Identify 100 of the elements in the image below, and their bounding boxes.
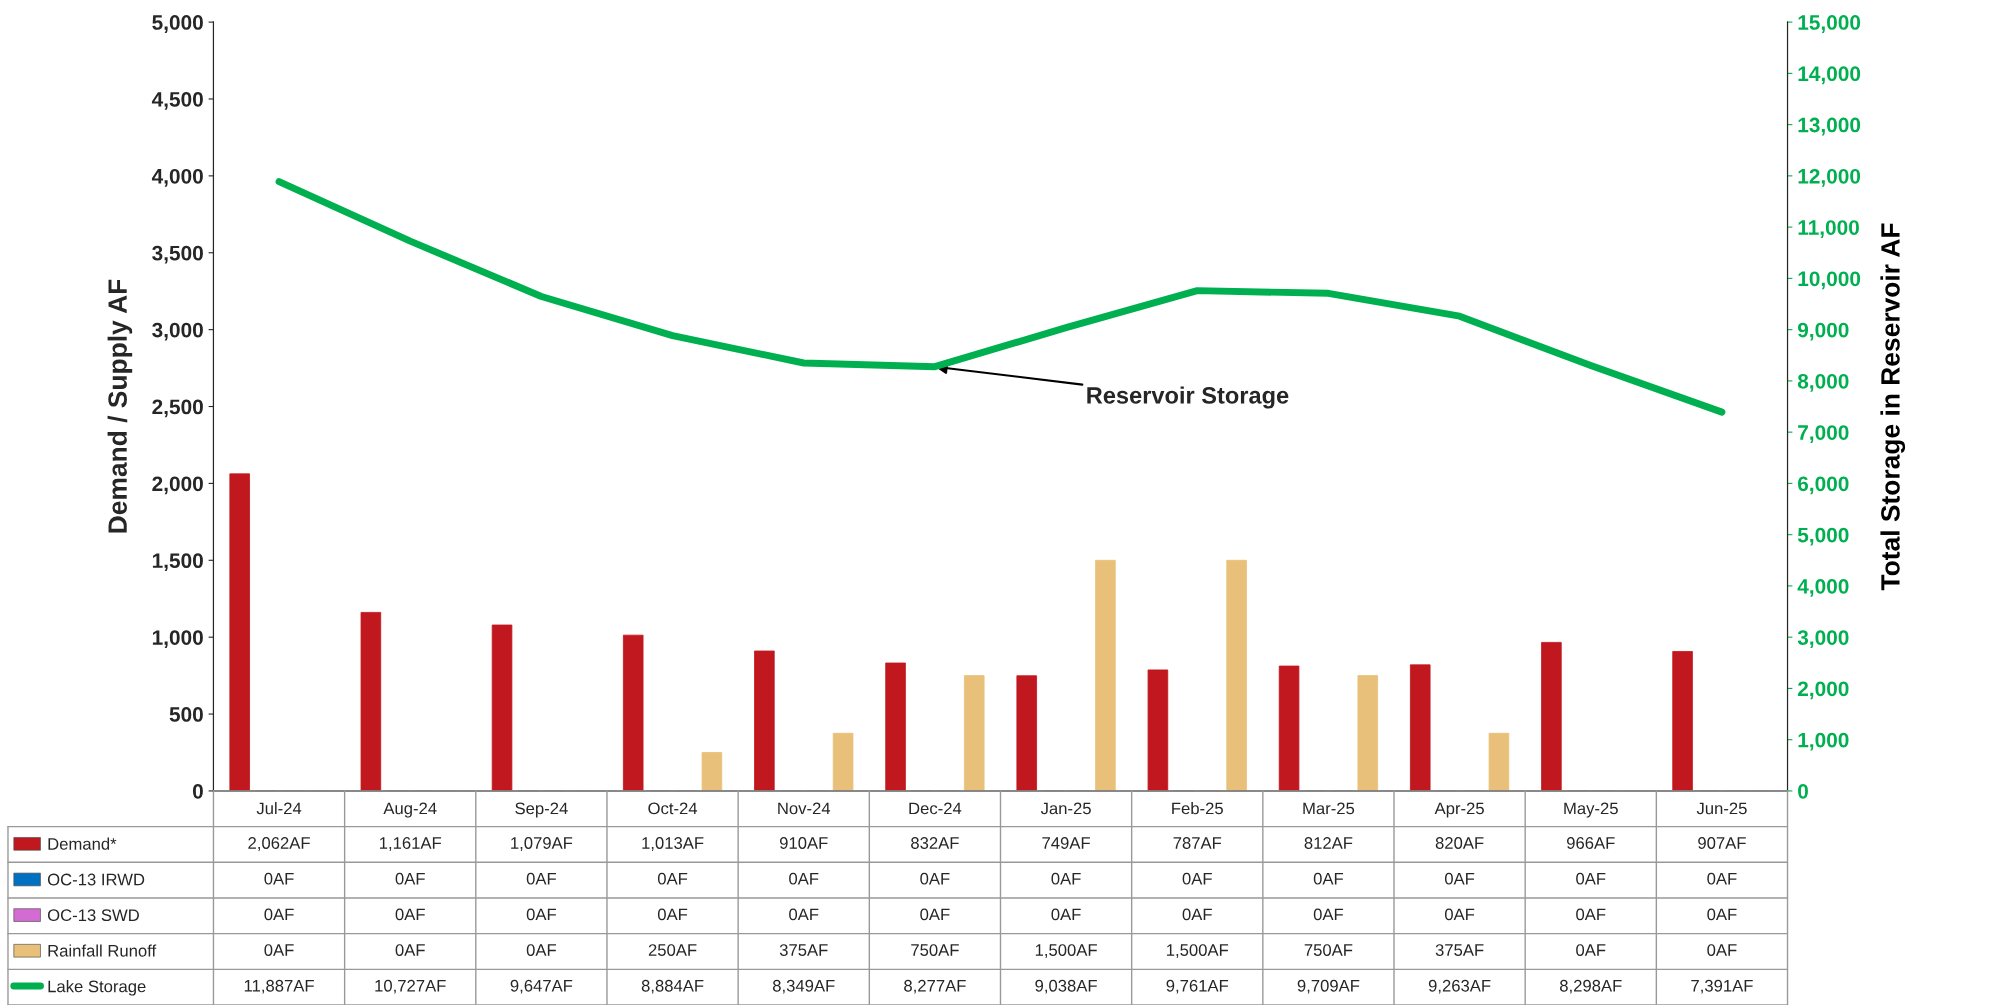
data-label: 0AF xyxy=(1576,944,1606,956)
data-label: 0AF xyxy=(1707,944,1737,956)
legend-label: Lake Storage xyxy=(48,980,146,996)
data-label: 8,349AF xyxy=(772,979,835,994)
y-tick-label: 3,500 xyxy=(152,245,203,264)
data-label: 9,709AF xyxy=(1297,979,1360,994)
x-tick-label: Apr-25 xyxy=(1434,802,1484,818)
data-label: 7,391AF xyxy=(1691,979,1753,994)
y2-tick-label: 9,000 xyxy=(1797,322,1849,341)
x-tick-label: Oct-24 xyxy=(648,802,698,815)
y2-axis-title: Total Storage in Reservoir AF xyxy=(1880,223,1906,591)
x-tick-label: Mar-25 xyxy=(1303,802,1355,815)
data-label: 1,161AF xyxy=(379,837,442,851)
y-tick-label: 3,000 xyxy=(152,322,203,341)
data-label: 0AF xyxy=(526,908,557,921)
data-label: 812AF xyxy=(1304,837,1353,849)
x-tick-label: May-25 xyxy=(1564,802,1618,818)
data-label: 0AF xyxy=(526,872,557,885)
data-label: 820AF xyxy=(1435,837,1484,849)
y-tick-label: 1,000 xyxy=(152,630,203,648)
x-tick-label: Aug-24 xyxy=(383,802,437,818)
data-label: 750AF xyxy=(911,944,959,956)
data-label: 0AF xyxy=(395,944,425,956)
y-tick-label: 500 xyxy=(169,707,203,722)
y-axis-title: Demand / Supply AF xyxy=(107,279,133,533)
y-tick-label: 4,500 xyxy=(151,91,203,110)
data-label: 1,500AF xyxy=(1035,944,1097,958)
legend-label: OC-13 IRWD xyxy=(47,873,145,886)
data-label: 1,013AF xyxy=(642,837,704,851)
data-label: 910AF xyxy=(779,837,828,849)
legend-label: OC-13 SWD xyxy=(47,909,139,922)
y2-tick-label: 14,000 xyxy=(1798,66,1861,85)
y-tick-label: 4,000 xyxy=(151,168,203,187)
data-label: 8,884AF xyxy=(641,979,704,994)
data-label: 0AF xyxy=(1707,908,1737,921)
y2-tick-label: 6,000 xyxy=(1798,476,1849,495)
data-label: 0AF xyxy=(526,944,557,956)
data-label: 375AF xyxy=(1435,944,1484,956)
data-label: 375AF xyxy=(779,944,828,956)
data-label: 0AF xyxy=(264,944,294,956)
x-tick-label: Dec-24 xyxy=(909,802,962,815)
data-label: 1,079AF xyxy=(511,837,573,851)
y-tick-label: 2,500 xyxy=(152,399,203,418)
data-label: 750AF xyxy=(1304,944,1353,956)
data-label: 0AF xyxy=(1444,872,1475,885)
y2-tick-label: 10,000 xyxy=(1798,271,1861,290)
data-label: 0AF xyxy=(1051,908,1081,921)
data-label: 11,887AF xyxy=(244,979,314,994)
data-label: 9,038AF xyxy=(1035,979,1097,994)
data-label: 10,727AF xyxy=(375,979,446,994)
legend-label: Rainfall Runoff xyxy=(48,944,157,957)
y2-tick-label: 15,000 xyxy=(1798,15,1861,33)
data-label: 250AF xyxy=(648,944,697,956)
y-tick-label: 2,000 xyxy=(152,476,203,495)
data-label: 749AF xyxy=(1042,837,1090,849)
y2-tick-label: 11,000 xyxy=(1798,220,1859,238)
data-label: 8,277AF xyxy=(904,979,966,994)
data-label: 0AF xyxy=(789,908,819,921)
data-label: 832AF xyxy=(911,837,959,849)
data-label: 0AF xyxy=(395,872,425,885)
y2-tick-label: 4,000 xyxy=(1797,578,1849,597)
data-label: 0AF xyxy=(264,908,294,921)
data-label: 8,298AF xyxy=(1559,979,1622,994)
x-tick-label: Jan-25 xyxy=(1040,802,1091,815)
data-label: 0AF xyxy=(1313,908,1344,921)
y2-tick-label: 7,000 xyxy=(1798,425,1849,443)
data-label: 0AF xyxy=(657,908,688,921)
data-label: 2,062AF xyxy=(248,837,310,851)
x-tick-label: Jun-25 xyxy=(1696,802,1747,815)
data-label: 9,647AF xyxy=(510,979,573,994)
y2-tick-label: 0 xyxy=(1798,783,1808,799)
data-label: 787AF xyxy=(1173,837,1222,849)
data-label: 0AF xyxy=(789,872,819,885)
x-tick-label: Jul-24 xyxy=(256,802,302,815)
y2-tick-label: 3,000 xyxy=(1797,630,1849,648)
data-label: 0AF xyxy=(264,872,294,885)
x-tick-label: Sep-24 xyxy=(515,802,568,818)
data-label: 9,263AF xyxy=(1428,979,1491,994)
data-label: 907AF xyxy=(1698,837,1746,849)
y2-tick-label: 13,000 xyxy=(1798,117,1861,136)
y2-tick-label: 12,000 xyxy=(1798,168,1861,187)
y2-tick-label: 8,000 xyxy=(1797,373,1849,392)
data-label: 0AF xyxy=(1576,908,1606,921)
y2-tick-label: 1,000 xyxy=(1798,732,1849,751)
data-label: 0AF xyxy=(1444,908,1475,921)
data-label: 0AF xyxy=(920,908,950,921)
data-label: 0AF xyxy=(1051,872,1081,885)
y-tick-label: 5,000 xyxy=(152,15,203,33)
data-label: 0AF xyxy=(1576,872,1606,885)
x-tick-label: Feb-25 xyxy=(1172,802,1223,815)
data-label: 0AF xyxy=(395,908,425,921)
data-label: 0AF xyxy=(920,872,950,885)
y-tick-label: 1,500 xyxy=(152,553,203,572)
data-label: 0AF xyxy=(1182,908,1212,921)
data-label: 966AF xyxy=(1566,837,1615,849)
y-tick-label: 0 xyxy=(192,783,203,799)
data-label: 0AF xyxy=(1313,872,1344,885)
data-label: 0AF xyxy=(657,872,688,885)
data-label: 0AF xyxy=(1182,872,1212,885)
annotation: Reservoir Storage xyxy=(1087,386,1289,409)
